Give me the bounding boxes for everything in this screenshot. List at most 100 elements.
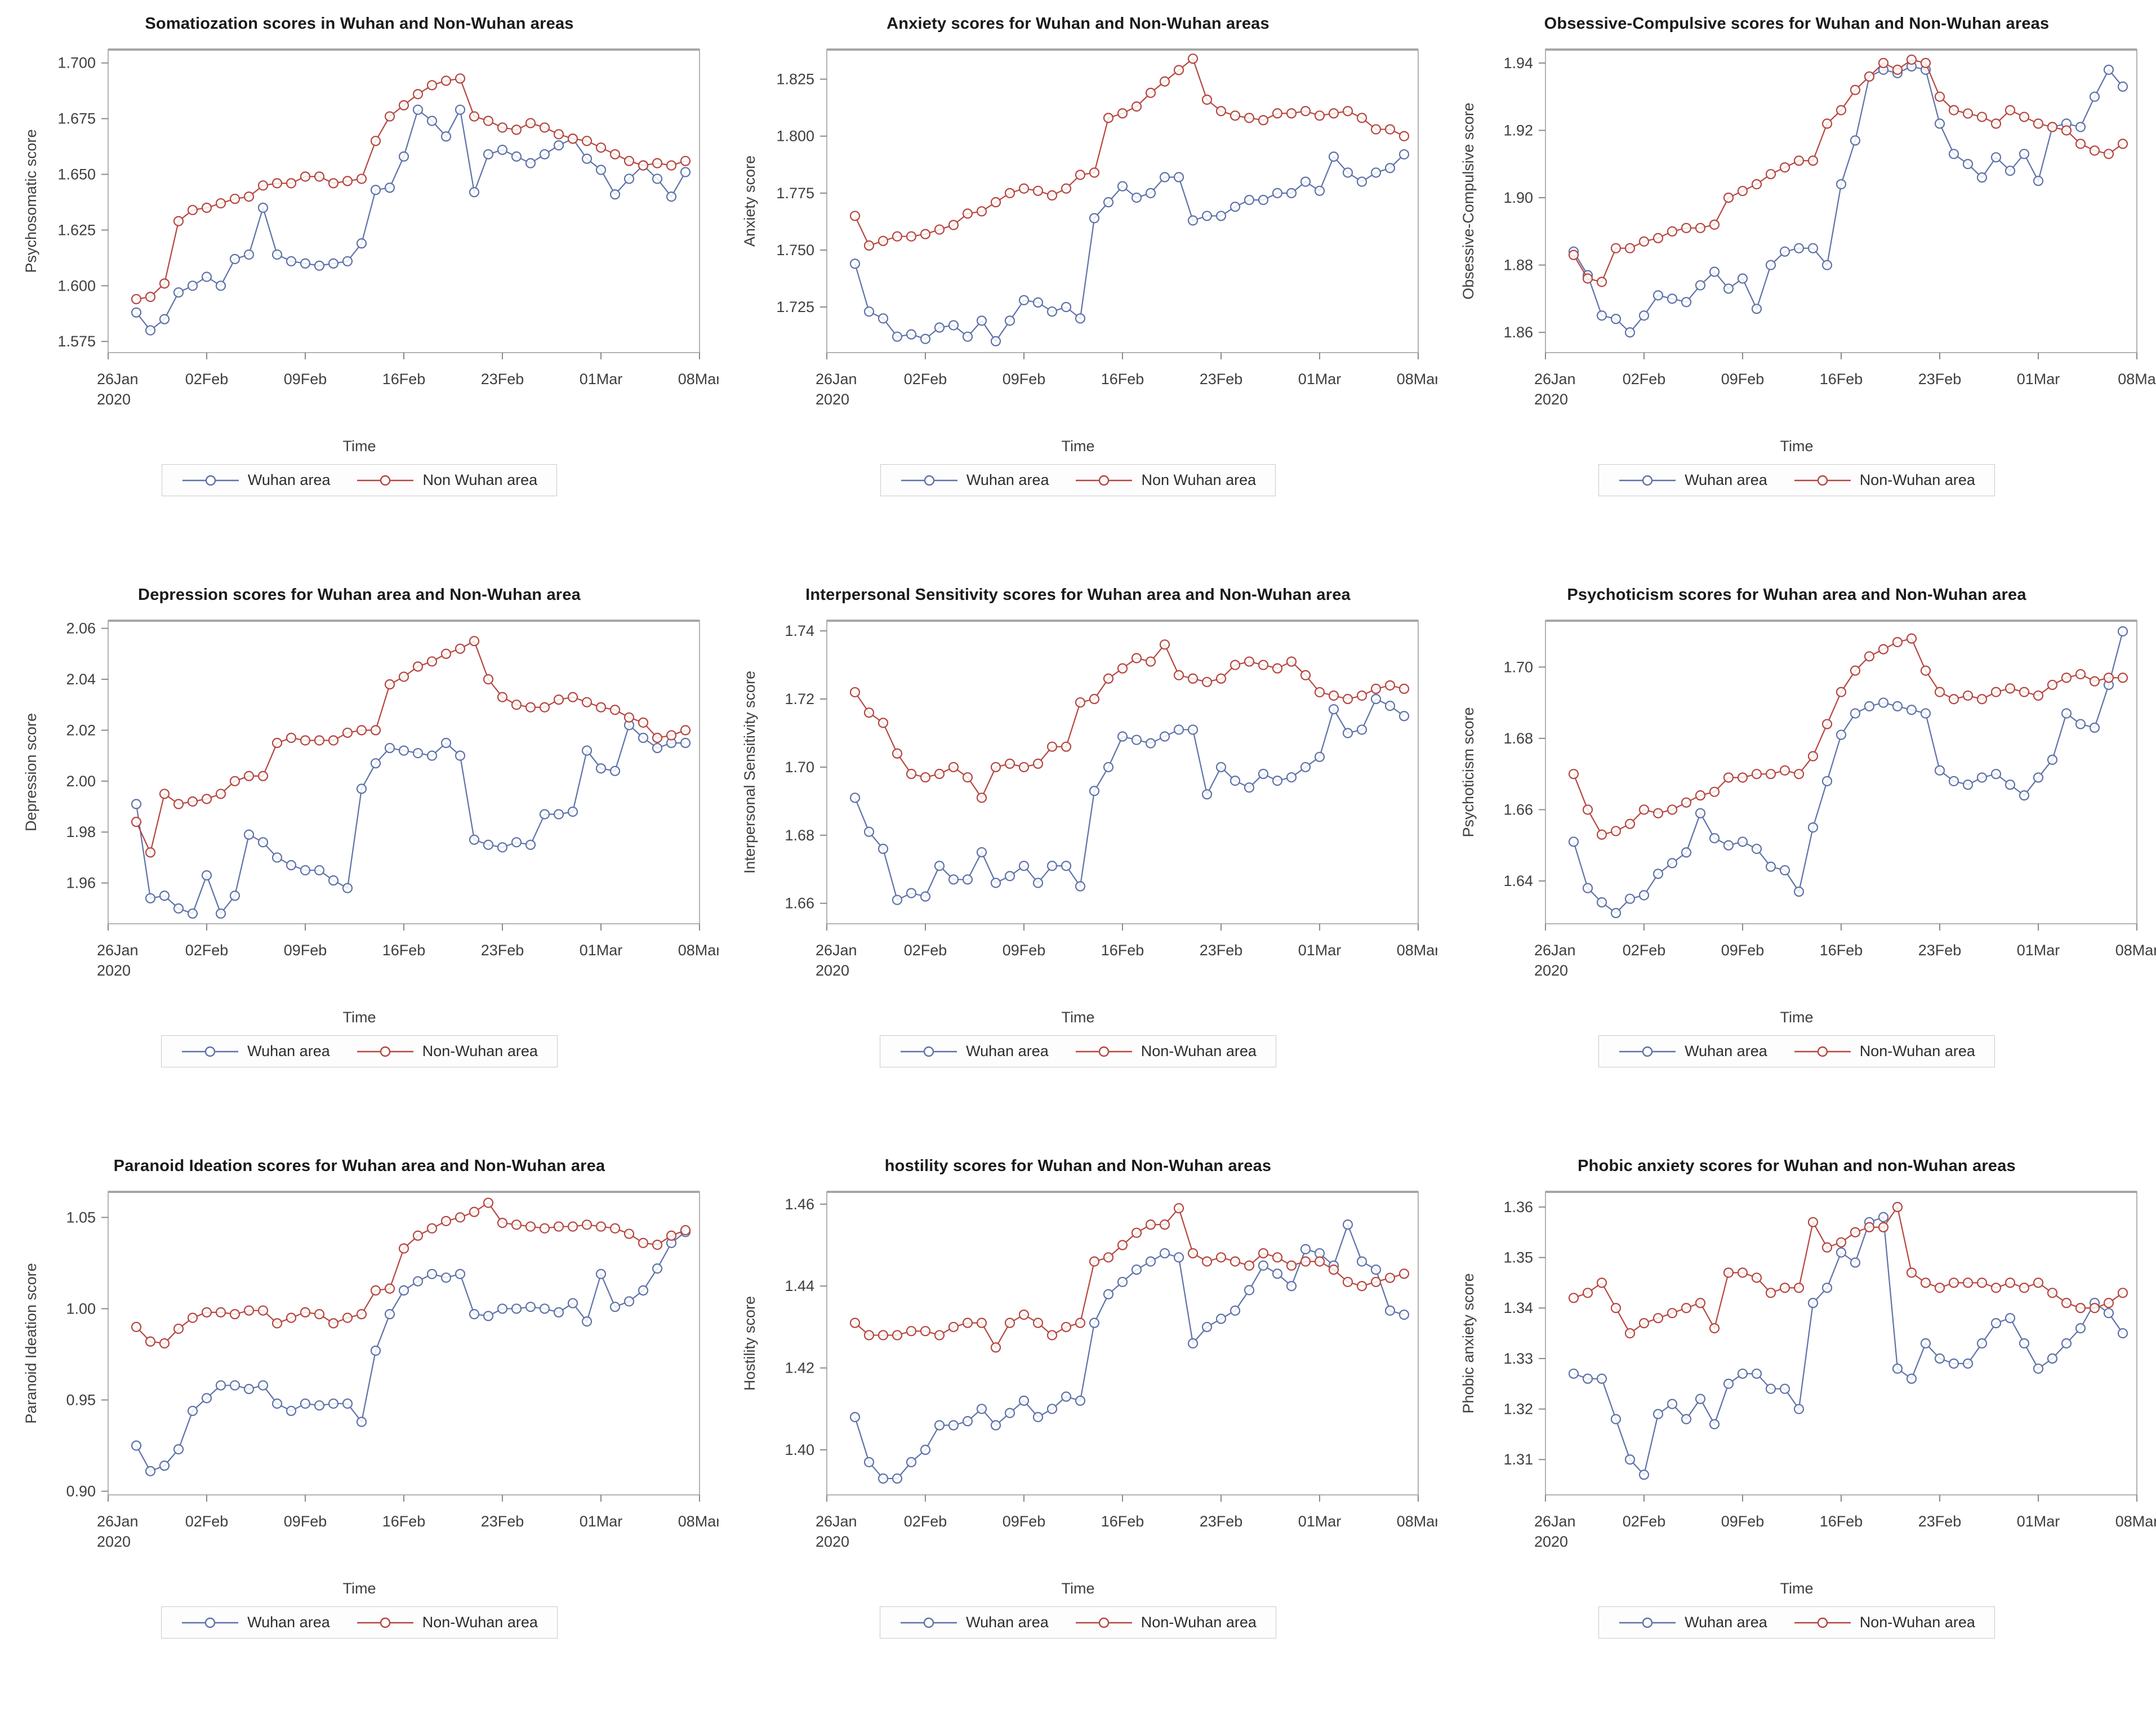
chart-title: Depression scores for Wuhan area and Non… [138, 585, 581, 604]
svg-text:1.575: 1.575 [57, 333, 96, 350]
chart-panel-obsessive-compulsive: Obsessive-Compulsive scores for Wuhan an… [1437, 0, 2156, 571]
legend-label: Wuhan area [1685, 471, 1767, 488]
x-axis-label: Time [1780, 437, 1814, 455]
svg-text:08Mar: 08Mar [1397, 942, 1437, 959]
legend: Wuhan area Non-Wuhan area [1598, 1606, 1995, 1639]
legend-entry-wuhan: Wuhan area [181, 1043, 330, 1060]
legend-label: Non Wuhan area [422, 471, 538, 488]
svg-text:1.600: 1.600 [57, 277, 96, 294]
svg-text:02Feb: 02Feb [1623, 371, 1666, 388]
svg-text:08Mar: 08Mar [678, 371, 719, 388]
svg-text:1.33: 1.33 [1503, 1350, 1533, 1367]
legend: Wuhan area Non Wuhan area [161, 464, 558, 496]
svg-text:1.92: 1.92 [1503, 122, 1533, 139]
legend-entry-wuhan: Wuhan area [1618, 471, 1767, 489]
wuhan-line-marker-icon [901, 1046, 957, 1057]
legend-label: Non-Wuhan area [1859, 1043, 1975, 1059]
svg-text:08Mar: 08Mar [1397, 371, 1437, 388]
svg-text:02Feb: 02Feb [185, 1513, 229, 1530]
legend-entry-non-wuhan: Non Wuhan area [1075, 471, 1256, 489]
svg-text:1.86: 1.86 [1503, 324, 1533, 341]
svg-text:2.06: 2.06 [66, 620, 96, 637]
svg-text:16Feb: 16Feb [382, 1513, 426, 1530]
x-axis-label: Time [342, 1008, 376, 1026]
svg-text:1.46: 1.46 [785, 1196, 814, 1213]
svg-text:2020: 2020 [97, 1533, 131, 1550]
svg-text:02Feb: 02Feb [1623, 1513, 1666, 1530]
x-axis-label: Time [342, 1579, 376, 1597]
svg-text:02Feb: 02Feb [185, 371, 229, 388]
svg-text:02Feb: 02Feb [185, 942, 229, 959]
svg-text:16Feb: 16Feb [1101, 1513, 1144, 1530]
chart-title: Obsessive-Compulsive scores for Wuhan an… [1544, 14, 2050, 33]
svg-text:Psychosomatic score: Psychosomatic score [23, 129, 39, 273]
chart-panel-phobic-anxiety: Phobic anxiety scores for Wuhan and non-… [1437, 1142, 2156, 1713]
svg-text:2020: 2020 [816, 391, 849, 408]
chart-title: hostility scores for Wuhan and Non-Wuhan… [884, 1156, 1272, 1175]
svg-text:1.88: 1.88 [1503, 257, 1533, 274]
svg-text:1.35: 1.35 [1503, 1249, 1533, 1266]
svg-text:01Mar: 01Mar [2017, 1513, 2060, 1530]
wuhan-line-marker-icon [901, 1617, 957, 1628]
svg-text:01Mar: 01Mar [2017, 371, 2060, 388]
chart-panel-paranoid-ideation: Paranoid Ideation scores for Wuhan area … [0, 1142, 721, 1713]
svg-text:2.00: 2.00 [66, 773, 96, 790]
svg-text:1.34: 1.34 [1503, 1299, 1533, 1316]
x-axis-label: Time [1061, 1579, 1095, 1597]
wuhan-line-marker-icon [182, 1617, 239, 1628]
legend-entry-non-wuhan: Non-Wuhan area [1793, 1614, 1975, 1631]
svg-text:1.74: 1.74 [785, 622, 814, 639]
chart-title: Phobic anxiety scores for Wuhan and non-… [1578, 1156, 2016, 1175]
wuhan-line-marker-icon [182, 1046, 239, 1057]
svg-text:1.70: 1.70 [785, 759, 814, 776]
svg-text:09Feb: 09Feb [1003, 371, 1046, 388]
svg-text:01Mar: 01Mar [1298, 1513, 1342, 1530]
legend-label: Non Wuhan area [1141, 471, 1257, 488]
legend: Wuhan area Non-Wuhan area [880, 1606, 1276, 1639]
svg-text:2.02: 2.02 [66, 722, 96, 738]
svg-text:16Feb: 16Feb [382, 942, 426, 959]
svg-text:09Feb: 09Feb [284, 371, 327, 388]
chart-title: Paranoid Ideation scores for Wuhan area … [113, 1156, 605, 1175]
svg-text:01Mar: 01Mar [580, 942, 623, 959]
svg-text:01Mar: 01Mar [580, 1513, 623, 1530]
svg-text:2020: 2020 [1534, 962, 1568, 979]
legend-entry-wuhan: Wuhan area [1618, 1043, 1767, 1060]
svg-text:26Jan: 26Jan [97, 1513, 139, 1530]
svg-text:16Feb: 16Feb [1820, 371, 1863, 388]
svg-text:2020: 2020 [1534, 1533, 1568, 1550]
chart-panel-depression: Depression scores for Wuhan area and Non… [0, 571, 721, 1142]
svg-text:1.800: 1.800 [776, 128, 814, 145]
legend: Wuhan area Non-Wuhan area [880, 1035, 1276, 1067]
svg-text:23Feb: 23Feb [1918, 942, 1962, 959]
wuhan-line-marker-icon [901, 475, 957, 486]
svg-text:16Feb: 16Feb [1101, 371, 1144, 388]
obsessive-compulsive-plot-area: 1.86 1.88 1.90 1.92 1.94 26Jan 2020 02Feb 09Feb 1… [1437, 39, 2156, 434]
svg-text:08Mar: 08Mar [2115, 942, 2156, 959]
svg-text:Psychoticism score: Psychoticism score [1460, 707, 1477, 837]
legend-entry-non-wuhan: Non-Wuhan area [1793, 471, 1975, 489]
svg-text:1.98: 1.98 [66, 823, 96, 840]
svg-text:09Feb: 09Feb [1721, 1513, 1765, 1530]
legend-entry-non-wuhan: Non Wuhan area [356, 471, 537, 489]
svg-text:16Feb: 16Feb [1820, 942, 1863, 959]
somatization-plot-area: 1.575 1.600 1.625 1.650 1.675 1.700 26Jan 2020 0… [0, 39, 721, 434]
svg-text:26Jan: 26Jan [97, 942, 139, 959]
svg-text:23Feb: 23Feb [481, 1513, 524, 1530]
psychoticism-plot-area: 1.64 1.66 1.68 1.70 26Jan 2020 02Feb 09Feb 16Feb… [1437, 611, 2156, 1005]
legend-label: Wuhan area [247, 471, 331, 488]
chart-panel-psychoticism: Psychoticism scores for Wuhan area and N… [1437, 571, 2156, 1142]
svg-text:1.05: 1.05 [66, 1209, 96, 1226]
legend-entry-non-wuhan: Non-Wuhan area [1075, 1614, 1257, 1631]
svg-text:26Jan: 26Jan [816, 371, 857, 388]
svg-text:1.42: 1.42 [785, 1360, 814, 1377]
svg-text:23Feb: 23Feb [1918, 1513, 1962, 1530]
svg-text:08Mar: 08Mar [678, 942, 719, 959]
svg-text:Paranoid Ideation score: Paranoid Ideation score [23, 1263, 39, 1423]
svg-text:Depression score: Depression score [23, 713, 39, 831]
svg-text:Interpersonal Sensitivity scor: Interpersonal Sensitivity score [741, 671, 758, 874]
paranoid-ideation-plot-area: 0.90 0.95 1.00 1.05 26Jan 2020 02Feb 09Feb 16Feb… [0, 1182, 721, 1576]
non-wuhan-line-marker-icon [357, 1046, 413, 1057]
svg-text:Anxiety score: Anxiety score [741, 155, 758, 247]
svg-text:08Ma: 08Ma [2118, 371, 2156, 388]
